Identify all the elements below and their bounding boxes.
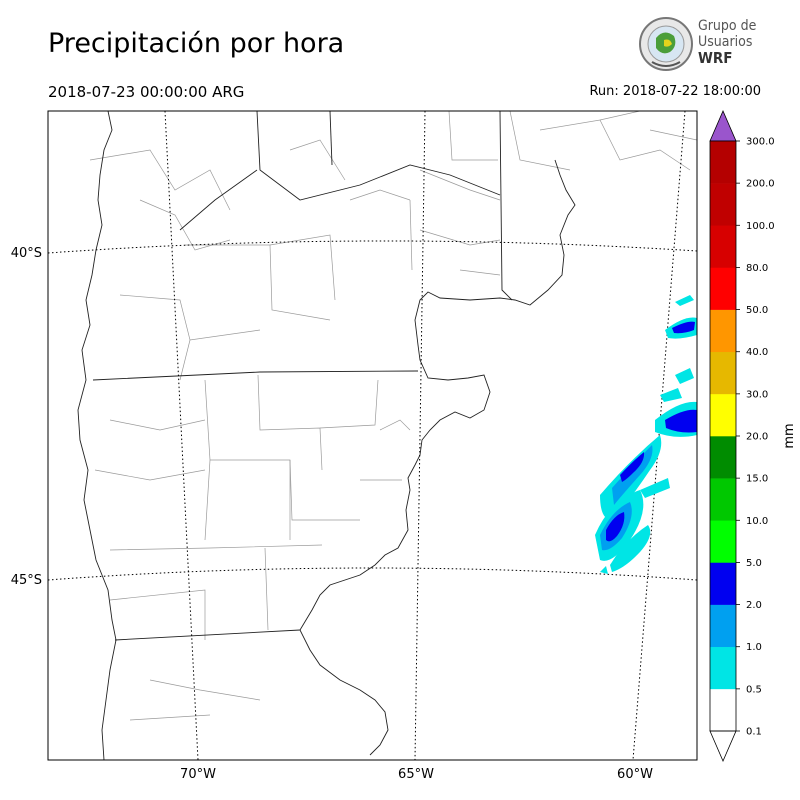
colorbar-tick-label: 80.0: [746, 263, 768, 274]
colorbar-segment: [710, 183, 736, 226]
map-frame: [47, 110, 698, 761]
colorbar-tick-label: 0.1: [746, 727, 762, 738]
wrf-logo: Grupo de Usuarios WRF: [638, 16, 762, 72]
colorbar-segment: [710, 351, 736, 395]
lat-label: 40°S: [11, 246, 42, 261]
colorbar-tick-label: 10.0: [746, 516, 768, 527]
colorbar-segment: [710, 141, 736, 184]
latitude-labels: 40°S 45°S: [11, 246, 42, 588]
precipitation-cells: [595, 295, 697, 574]
colorbar-segment: [710, 604, 736, 648]
colorbar-tick-label: 0.5: [746, 684, 762, 695]
colorbar-extend-bottom: [709, 730, 737, 763]
logo-line-1: Grupo de: [698, 18, 757, 34]
colorbar-tick-label: 1.0: [746, 642, 762, 653]
colorbar-unit: mm: [782, 423, 797, 448]
colorbar-tick-label: 300.0: [746, 137, 775, 148]
colorbar-tick-label: 200.0: [746, 179, 775, 190]
colorbar-segment: [710, 562, 736, 605]
colorbar-tick-label: 15.0: [746, 474, 768, 485]
logo-line-2: Usuarios: [698, 34, 753, 50]
lon-label: 60°W: [617, 767, 653, 782]
western-border: [77, 111, 117, 760]
colorbar-segment: [710, 393, 736, 437]
colorbar: 0.1 0.5 1.0 2.0 5.0 10.0 15.0 20.0 30.0 40.0 50.0 8…: [709, 109, 797, 763]
colorbar-segment: [710, 309, 736, 353]
colorbar-tick-label: 30.0: [746, 389, 768, 400]
province-boundaries: [92, 111, 513, 641]
map-background: [48, 111, 697, 760]
colorbar-segment: [710, 267, 736, 310]
colorbar-extend-top: [709, 109, 737, 142]
colorbar-tick-label: 20.0: [746, 432, 768, 443]
colorbar-tick-label: 2.0: [746, 600, 762, 611]
colorbar-tick-label: 100.0: [746, 221, 775, 232]
lon-label: 70°W: [180, 767, 216, 782]
logo-text: Grupo de Usuarios WRF: [698, 18, 756, 66]
globe-icon: [639, 17, 693, 71]
admin-boundaries: [89, 111, 697, 721]
map-title: Precipitación por hora: [48, 28, 345, 59]
colorbar-segment: [710, 436, 736, 479]
colorbar-segment: [710, 520, 736, 563]
lat-label: 45°S: [11, 573, 42, 588]
lon-label: 65°W: [398, 767, 434, 782]
logo-line-3: WRF: [698, 49, 733, 67]
colorbar-tick-label: 40.0: [746, 347, 768, 358]
colorbar-tick-label: 5.0: [746, 558, 762, 569]
run-time: Run: 2018-07-22 18:00:00: [589, 84, 761, 99]
valid-time: 2018-07-23 00:00:00 ARG: [48, 83, 245, 101]
colorbar-segment: [710, 646, 736, 690]
colorbar-tick-label: 50.0: [746, 305, 768, 316]
graticule: [48, 111, 697, 760]
colorbar-segment: [710, 688, 736, 732]
colorbar-segment: [710, 225, 736, 268]
longitude-labels: 70°W 65°W 60°W: [180, 767, 653, 782]
coastline: [299, 159, 576, 756]
colorbar-segment: [710, 478, 736, 521]
